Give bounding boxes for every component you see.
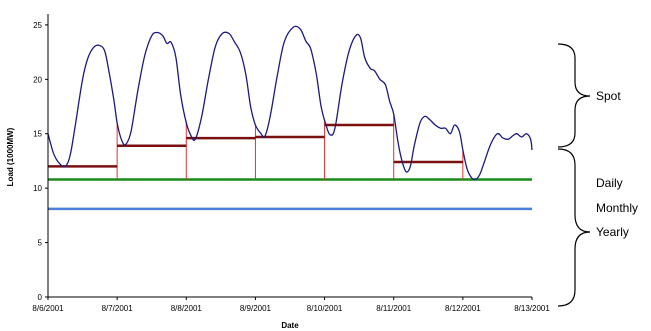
annotation-spot: Spot xyxy=(596,89,621,103)
x-axis-title: Date xyxy=(281,321,299,330)
y-tick-label-1: 5 xyxy=(38,239,43,248)
x-tick-label-4: 8/10/2001 xyxy=(307,304,343,313)
x-tick-label-6: 8/12/2001 xyxy=(445,304,481,313)
y-axis-title: Load (1000MW) xyxy=(6,127,15,186)
y-tick-label-0: 0 xyxy=(38,293,43,302)
annotation-monthly: Monthly xyxy=(596,201,638,215)
annotation-daily: Daily xyxy=(596,176,623,190)
x-tick-label-0: 8/6/2001 xyxy=(32,304,64,313)
spot-brace xyxy=(558,44,590,147)
y-tick-label-2: 10 xyxy=(33,184,42,193)
y-tick-label-3: 15 xyxy=(33,130,42,139)
annotation-braces xyxy=(558,44,590,306)
plot-marks xyxy=(48,26,532,209)
y-tick-label-4: 20 xyxy=(33,75,42,84)
x-tick-label-3: 8/9/2001 xyxy=(240,304,272,313)
daily-monthly-yearly-brace xyxy=(558,149,590,306)
spot-load-line xyxy=(48,26,532,179)
x-tick-label-7: 8/13/2001 xyxy=(514,304,550,313)
y-tick-label-5: 25 xyxy=(33,21,42,30)
annotation-yearly: Yearly xyxy=(596,225,629,239)
x-tick-label-2: 8/8/2001 xyxy=(171,304,203,313)
x-tick-label-5: 8/11/2001 xyxy=(376,304,412,313)
axes xyxy=(48,14,532,297)
x-tick-label-1: 8/7/2001 xyxy=(102,304,134,313)
